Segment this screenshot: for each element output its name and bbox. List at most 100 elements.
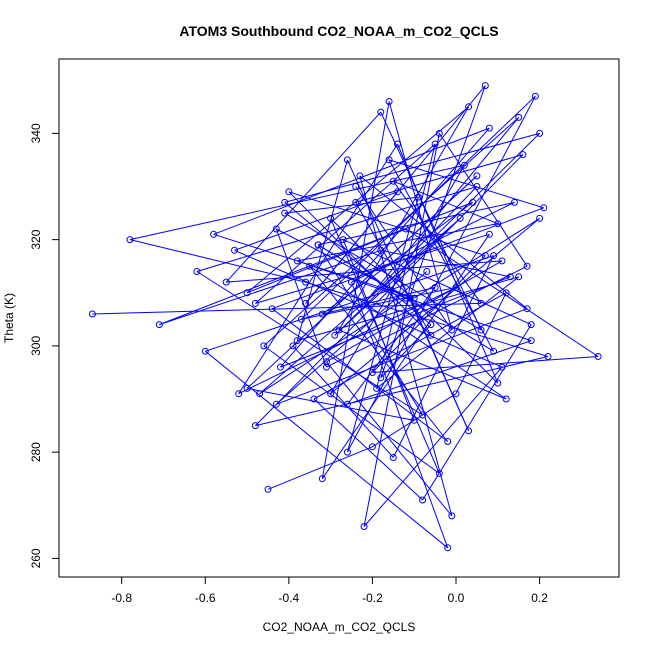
series-0-segment	[255, 356, 549, 427]
series-0-segment	[238, 143, 398, 394]
series-0-segment	[363, 117, 520, 304]
series-0-segment	[338, 106, 470, 331]
series-1-segment	[255, 233, 490, 304]
series-1-segment	[326, 265, 528, 368]
series-1-segment	[297, 276, 519, 342]
y-tick-label: 340	[29, 123, 43, 143]
data-point	[469, 198, 477, 206]
data-point	[519, 151, 527, 159]
data-point	[281, 198, 289, 206]
plot-frame	[58, 58, 620, 578]
series-1-segment	[255, 143, 436, 304]
data-point	[481, 252, 489, 260]
data-point	[377, 246, 385, 254]
data-point	[314, 241, 322, 249]
data-point	[406, 294, 414, 302]
data-point	[335, 326, 343, 334]
series-0-segment	[129, 239, 306, 283]
series-1-segment	[455, 292, 507, 394]
data-point	[318, 310, 326, 318]
data-point	[126, 236, 134, 244]
x-tick-label: 0.2	[531, 591, 548, 605]
series-0-segment	[393, 180, 498, 225]
series-1-segment	[376, 276, 520, 389]
series-1-segment	[380, 324, 432, 379]
series-1-segment	[305, 191, 398, 304]
series-1-segment	[205, 255, 494, 352]
data-point	[498, 363, 506, 371]
data-point	[243, 384, 251, 392]
data-point	[352, 198, 360, 206]
series-0-segment	[263, 345, 440, 474]
data-point	[506, 273, 514, 281]
series-1-segment	[259, 218, 461, 395]
data-point	[302, 299, 310, 307]
data-point	[402, 225, 410, 233]
series-1-segment	[388, 101, 453, 331]
data-point	[155, 321, 163, 329]
data-point	[251, 299, 259, 307]
data-point	[256, 390, 264, 398]
data-point	[435, 469, 443, 477]
data-point	[88, 310, 96, 318]
data-point	[368, 369, 376, 376]
data-point	[477, 326, 485, 334]
data-point	[481, 82, 489, 90]
series-1-segment	[313, 398, 423, 501]
data-point	[210, 230, 218, 238]
y-axis-label: Theta (K)	[2, 293, 16, 343]
x-axis: -0.8 -0.6 -0.4 -0.2 0.0 0.2	[111, 576, 548, 605]
series-0-segment	[246, 228, 407, 294]
data-point	[377, 108, 385, 116]
series-1-segment	[267, 446, 373, 490]
x-axis-label: CO2_NOAA_m_CO2_QCLS	[263, 620, 416, 634]
data-point	[502, 395, 510, 403]
data-point	[306, 262, 314, 270]
series-0-segment	[392, 180, 482, 304]
data-point	[431, 140, 439, 148]
data-point	[394, 188, 401, 196]
data-point	[473, 183, 481, 190]
data-point	[235, 390, 243, 398]
data-point	[293, 257, 301, 265]
data-point	[502, 289, 510, 297]
series-1-segment	[363, 133, 440, 527]
series-0-segment	[330, 165, 465, 394]
x-tick-label: -0.8	[111, 591, 132, 605]
data-point	[231, 246, 238, 254]
series-0-segment	[388, 159, 544, 209]
data-point	[523, 262, 531, 270]
data-point	[285, 188, 293, 196]
data-point	[193, 268, 201, 275]
series-1-segment	[334, 133, 540, 336]
data-point	[281, 209, 289, 217]
data-point	[268, 305, 276, 313]
series-0-segment	[326, 361, 453, 517]
data-point	[343, 448, 351, 456]
data-point	[515, 273, 523, 281]
series-0-segment	[276, 308, 528, 405]
series-1-segment	[380, 85, 486, 378]
y-tick-label: 280	[29, 442, 43, 462]
series-0-segment	[284, 196, 419, 214]
data-point	[323, 358, 330, 366]
data-point	[373, 384, 381, 392]
data-point	[419, 496, 427, 504]
data-point	[544, 353, 552, 360]
data-point	[460, 161, 468, 169]
series-0-segment	[359, 175, 528, 310]
data-point	[264, 485, 272, 493]
data-point	[494, 379, 502, 387]
series-1-segment	[296, 159, 348, 341]
data-point	[272, 400, 280, 408]
data-point	[222, 278, 230, 286]
data-point	[511, 198, 518, 206]
data-point	[343, 156, 351, 164]
data-point	[343, 400, 351, 408]
data-point	[485, 230, 493, 238]
series-0-segment	[196, 186, 478, 272]
series-points	[88, 82, 602, 552]
data-point	[394, 140, 401, 148]
x-tick-label: -0.4	[279, 591, 300, 605]
series-1-segment	[355, 186, 453, 331]
